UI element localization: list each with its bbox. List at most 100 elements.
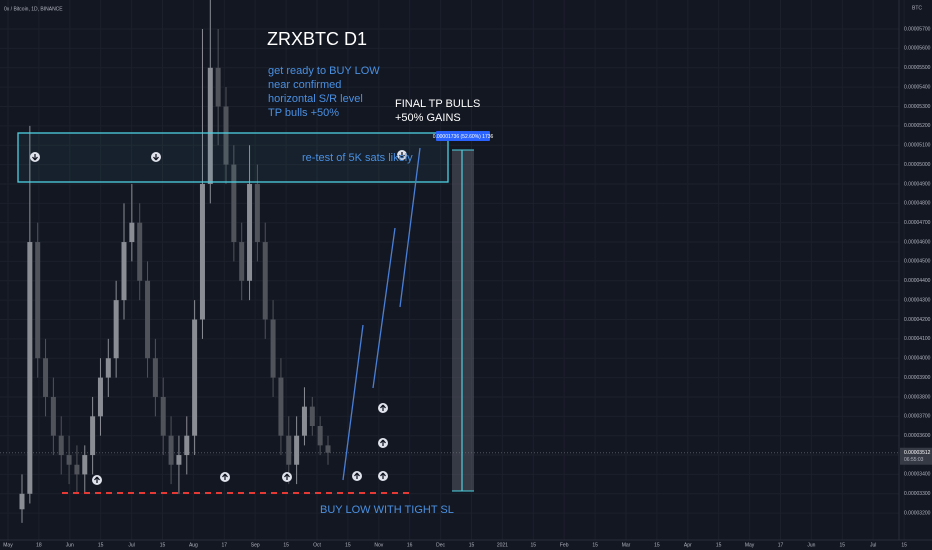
candles [19, 0, 331, 523]
candle-body [215, 67, 221, 107]
y-tick-label: 0.00005500 [904, 65, 931, 71]
x-tick-label: Sep [251, 542, 260, 548]
candle-body [27, 242, 33, 494]
x-tick-label: Jul [128, 542, 134, 548]
candle-body [192, 319, 198, 436]
candle-body [35, 242, 41, 359]
candle-body [207, 67, 213, 184]
candle-body [19, 493, 25, 510]
candle-body [97, 377, 103, 417]
y-tick-label: 0.00005200 [904, 123, 931, 129]
x-tick-label: May [3, 542, 13, 548]
x-tick-label: 15 [654, 542, 660, 548]
annotation: BUY LOW WITH TIGHT SL [320, 504, 454, 516]
y-tick-label: 0.00003400 [904, 472, 931, 478]
candle-body [105, 358, 111, 378]
y-tick-label: 0.00004400 [904, 278, 931, 284]
candle-body [309, 406, 315, 427]
arrow [354, 472, 360, 479]
annotation: TP bulls +50% [268, 107, 339, 119]
candle-body [152, 358, 158, 397]
x-tick-label: Dec [436, 542, 445, 548]
arrow [32, 154, 38, 161]
x-tick-label: 15 [716, 542, 722, 548]
x-tick-label: Oct [313, 542, 321, 548]
y-tick-label: 0.00005000 [904, 162, 931, 168]
x-tick-label: 2021 [497, 542, 508, 548]
candle-body [184, 435, 190, 456]
candle-body [286, 435, 292, 465]
arrow [94, 476, 100, 483]
candle-body [50, 396, 56, 436]
candle-body [129, 222, 135, 243]
annotation: FINAL TP BULLS [395, 98, 480, 110]
candle-body [301, 406, 307, 436]
candle-body [254, 183, 260, 243]
y-tick-label: 0.00004000 [904, 356, 931, 362]
arrow [284, 473, 290, 480]
arrow [380, 472, 386, 479]
candle-body [278, 377, 284, 436]
arrow [153, 154, 159, 161]
candle-body [90, 416, 96, 456]
annotation: +50% GAINS [395, 112, 461, 124]
y-tick-label: 0.00005400 [904, 84, 931, 90]
annotation: get ready to BUY LOW [268, 65, 380, 77]
y-tick-label: 0.00003900 [904, 375, 931, 381]
sr-zone [17, 132, 449, 183]
last-price-label: 0.00003512 [904, 450, 931, 456]
candle-body [82, 455, 88, 475]
y-tick-label: 0.00003300 [904, 491, 931, 497]
measure-box [452, 150, 474, 491]
annotation: near confirmed [268, 79, 341, 91]
x-tick-label: May [745, 542, 755, 548]
x-tick-label: 15 [469, 542, 475, 548]
y-tick-label: 0.00004500 [904, 259, 931, 265]
trend-line [399, 147, 421, 308]
annotation: horizontal S/R level [268, 93, 363, 105]
y-tick-label: 0.00004100 [904, 336, 931, 342]
x-tick-label: 15 [901, 542, 907, 548]
y-tick-label: 0.00005600 [904, 46, 931, 52]
y-tick-label: 0.00003200 [904, 510, 931, 516]
x-tick-label: Nov [374, 542, 383, 548]
x-tick-label: Jun [66, 542, 74, 548]
x-tick-label: 15 [98, 542, 104, 548]
annotation: re-test of 5K sats likely [302, 152, 413, 164]
y-tick-label: 0.00003700 [904, 414, 931, 420]
candle-body [270, 319, 276, 378]
x-tick-label: 15 [345, 542, 351, 548]
candle-body [247, 183, 253, 281]
y-tick-label: 0.00003600 [904, 433, 931, 439]
candle-body [43, 358, 49, 397]
title: ZRXBTC D1 [267, 29, 367, 49]
y-tick-label: 0.00003800 [904, 394, 931, 400]
candle-body [176, 455, 182, 465]
candle-body [317, 426, 323, 446]
x-tick-label: 15 [160, 542, 166, 548]
arrow [380, 439, 386, 446]
candle-body [74, 464, 80, 475]
candle-body [160, 396, 166, 436]
x-tick-label: Feb [560, 542, 569, 548]
candle-body [58, 435, 64, 456]
x-tick-label: Apr [684, 542, 692, 548]
x-tick-label: 18 [36, 542, 42, 548]
candle-body [168, 435, 174, 465]
x-tick-label: 16 [407, 542, 413, 548]
x-tick-label: Mar [622, 542, 631, 548]
candle-body [66, 455, 72, 465]
x-tick-label: 15 [840, 542, 846, 548]
x-tick-label: Jun [807, 542, 815, 548]
candle-body [121, 242, 127, 301]
candle-body [145, 280, 151, 359]
candle-body [262, 242, 268, 320]
measure-label: 0.00001736 (52.60%) 1736 [433, 134, 494, 140]
y-tick-label: 0.00004300 [904, 297, 931, 303]
arrow [399, 152, 405, 159]
candle-body [113, 300, 119, 359]
x-tick-label: 15 [283, 542, 289, 548]
candle-body [231, 164, 237, 243]
